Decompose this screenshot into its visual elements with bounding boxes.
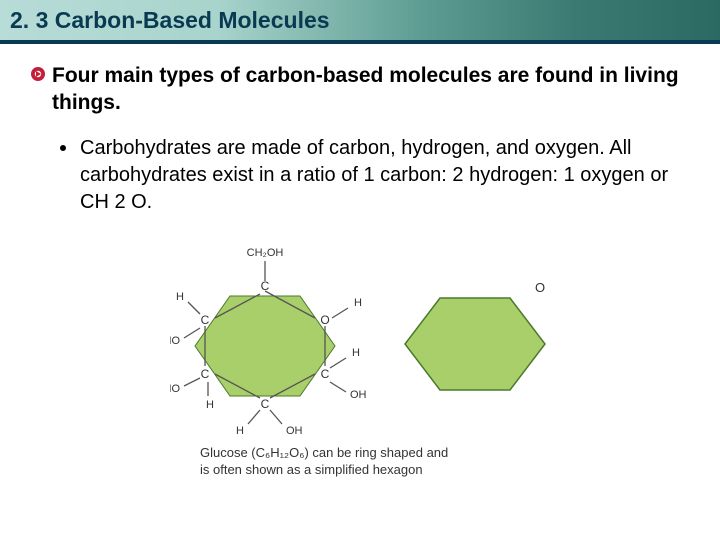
slide-header: 2. 3 Carbon-Based Molecules: [0, 0, 720, 44]
caption-text: Glucose (C₆H₁₂O₆) can be ring shaped and…: [200, 444, 520, 479]
svg-text:HO: HO: [170, 335, 180, 347]
diagram-container: C O C C C C: [30, 236, 690, 436]
svg-text:OH: OH: [350, 389, 367, 401]
svg-text:O: O: [535, 280, 545, 295]
glucose-diagram: C O C C C C: [170, 236, 550, 436]
svg-text:H: H: [176, 291, 184, 303]
svg-text:H: H: [352, 347, 360, 359]
svg-text:C: C: [201, 313, 210, 327]
svg-text:HO: HO: [170, 383, 180, 395]
bullet-text: Carbohydrates are made of carbon, hydrog…: [80, 135, 690, 216]
svg-text:CH₂OH: CH₂OH: [247, 247, 284, 259]
lead-row: Four main types of carbon-based molecule…: [30, 62, 690, 117]
bullet-row: Carbohydrates are made of carbon, hydrog…: [30, 135, 690, 216]
glucose-simplified: O: [405, 280, 545, 390]
svg-text:O: O: [320, 313, 329, 327]
svg-text:C: C: [201, 367, 210, 381]
svg-text:H: H: [236, 425, 244, 436]
content-area: Four main types of carbon-based molecule…: [0, 44, 720, 479]
slide-title: 2. 3 Carbon-Based Molecules: [10, 7, 330, 34]
bullet-icon: [30, 66, 46, 82]
svg-text:C: C: [261, 397, 270, 411]
svg-text:OH: OH: [286, 425, 303, 436]
svg-text:C: C: [261, 279, 270, 293]
caption-row: Glucose (C₆H₁₂O₆) can be ring shaped and…: [30, 444, 690, 479]
lead-text: Four main types of carbon-based molecule…: [52, 62, 690, 117]
glucose-detailed: C O C C C C: [170, 247, 367, 436]
caption-line1: Glucose (C₆H₁₂O₆) can be ring shaped and: [200, 445, 448, 460]
svg-text:H: H: [354, 297, 362, 309]
caption-line2: is often shown as a simplified hexagon: [200, 462, 423, 477]
svg-text:H: H: [206, 399, 214, 411]
svg-text:C: C: [321, 367, 330, 381]
bullet-dot-icon: [60, 145, 66, 151]
